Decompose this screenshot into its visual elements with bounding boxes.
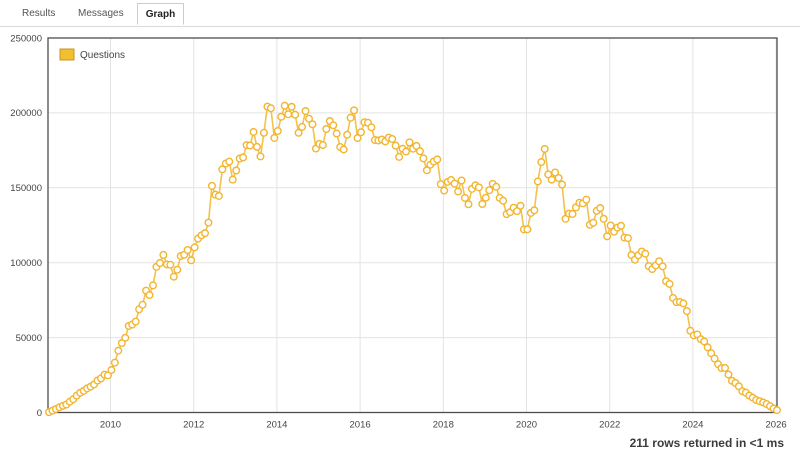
svg-text:2014: 2014 [266,420,287,431]
svg-text:2022: 2022 [599,420,620,431]
svg-text:2016: 2016 [350,420,371,431]
svg-text:2018: 2018 [433,420,454,431]
svg-text:2020: 2020 [516,420,537,431]
svg-text:50000: 50000 [16,333,42,344]
svg-text:2026: 2026 [766,420,787,431]
svg-text:Questions: Questions [80,50,125,61]
svg-text:2012: 2012 [183,420,204,431]
svg-text:200000: 200000 [10,108,42,119]
svg-text:2024: 2024 [682,420,703,431]
svg-text:0: 0 [37,408,42,419]
svg-text:250000: 250000 [10,33,42,44]
svg-text:150000: 150000 [10,183,42,194]
svg-text:100000: 100000 [10,258,42,269]
svg-text:2010: 2010 [100,420,121,431]
